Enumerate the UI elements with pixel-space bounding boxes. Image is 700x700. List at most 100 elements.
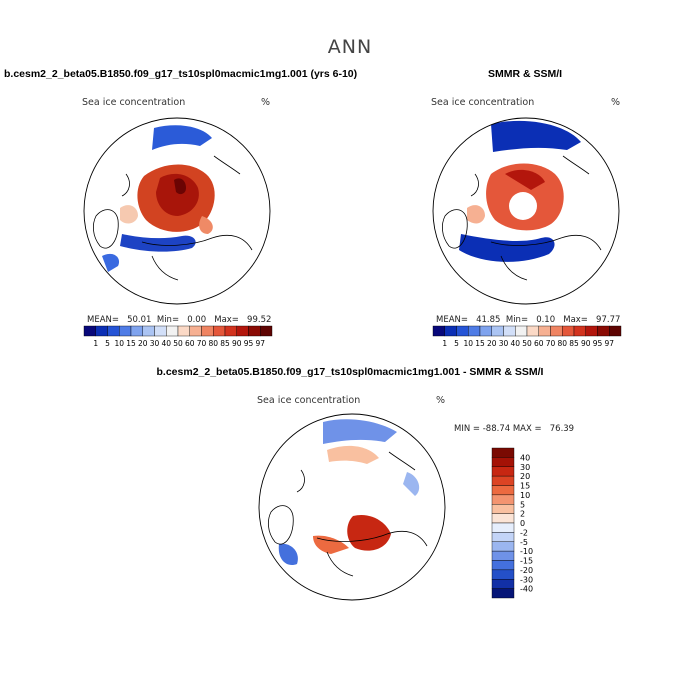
- panel-1-ice-region: [156, 173, 199, 216]
- panel-3-colorbar-swatch: [491, 588, 515, 599]
- panel-1-colorbar-swatch: [166, 325, 179, 337]
- panel-3-max-value: 76.39: [549, 424, 575, 434]
- panel-1-max-value: 99.52: [247, 315, 272, 325]
- panel-1-colorbar-tick-label: 1: [93, 339, 98, 348]
- panel-1-variable-label: Sea ice concentration: [82, 97, 186, 108]
- panel-1-colorbar-tick-label: 70: [197, 339, 207, 348]
- panel-1-colorbar-swatch: [201, 325, 214, 337]
- panel-2-ice-region: [491, 120, 581, 152]
- panel-1-max-label: Max=: [214, 315, 239, 325]
- panel-2-colorbar-tick-label: 30: [499, 339, 509, 348]
- panel-1-colorbar-tick-label: 80: [208, 339, 218, 348]
- panel-3-colorbar-tick-label: 20: [520, 472, 530, 481]
- panel-3-coastline: [316, 530, 428, 577]
- panel-1-colorbar-swatch: [189, 325, 202, 337]
- panel-1-colorbar-swatch: [107, 325, 120, 337]
- panel-3-colorbar-swatch: [491, 579, 515, 589]
- panel-3-colorbar-swatch: [491, 494, 515, 505]
- panel-3-colorbar-swatch: [491, 457, 515, 467]
- panel-2-colorbar-swatch: [562, 325, 575, 337]
- panel-1-min-value: 0.00: [187, 315, 207, 325]
- panel-3-min-label: MIN =: [454, 424, 481, 434]
- panel-2-colorbar-swatch: [550, 325, 563, 337]
- panel-1-coastline: [92, 209, 119, 249]
- panel-3-colorbar-swatch: [491, 504, 515, 514]
- panel-3-colorbar-swatch: [491, 532, 515, 542]
- panel-3-colorbar-swatch: [491, 522, 515, 533]
- panel-2-colorbar-tick-label: 15: [475, 339, 485, 348]
- panel-2-colorbar-tick-label: 70: [546, 339, 556, 348]
- panel-3-colorbar-swatch: [491, 541, 515, 552]
- panel-1-colorbar-swatch: [236, 325, 249, 337]
- panel-1-colorbar-swatch: [177, 325, 190, 337]
- panel-1-colorbar-tick-label: 30: [150, 339, 160, 348]
- panel-2-coastline: [490, 234, 602, 281]
- panel-3-max-label: MAX =: [512, 424, 542, 434]
- panel-2-colorbar-tick-label: 97: [604, 339, 614, 348]
- panel-3-variable-label: Sea ice concentration: [257, 395, 361, 406]
- panel-1-colorbar-tick-label: 5: [105, 339, 110, 348]
- panel-1-coastline: [141, 234, 253, 281]
- panel-1-colorbar-swatch: [260, 325, 273, 337]
- panel-1-colorbar-tick-label: 20: [138, 339, 148, 348]
- panel-1-colorbar-tick-label: 97: [255, 339, 265, 348]
- panel-1-colorbar-tick-label: 60: [185, 339, 195, 348]
- panel-2-ice-region: [459, 234, 555, 262]
- panel-2-mean-label: MEAN=: [436, 315, 468, 325]
- panel-2-colorbar-swatch: [456, 325, 469, 337]
- panel-2-colorbar-tick-label: 20: [487, 339, 497, 348]
- panel-3-colorbar-swatch: [491, 466, 515, 477]
- panel-2-colorbar-tick-label: 40: [510, 339, 520, 348]
- panel-1-coastline: [121, 155, 241, 197]
- panel-2-colorbar-tick-label: 50: [522, 339, 532, 348]
- panel-1-units-label: %: [261, 97, 271, 108]
- panel-2-max-value: 97.77: [596, 315, 621, 325]
- panel-3-colorbar-tick-label: -2: [520, 528, 528, 537]
- panel-3-pole-hole: [335, 488, 363, 516]
- panel-2-colorbar-swatch: [432, 325, 445, 337]
- panel-3-colorbar-tick-label: 5: [520, 500, 525, 509]
- panel-2-colorbar-tick-label: 60: [534, 339, 544, 348]
- panel-1-colorbar-tick-label: 15: [126, 339, 136, 348]
- panel-3-diff-region: [313, 535, 349, 554]
- panel-3-colorbar-swatch: [491, 513, 515, 524]
- panel-1-ice-region: [174, 178, 186, 195]
- panel-3-colorbar-tick-label: -30: [520, 575, 533, 584]
- panel-2-stats: MEAN= 41.85 Min= 0.10 Max= 97.77: [436, 315, 620, 325]
- panel-3-colorbar-tick-label: -10: [520, 547, 533, 556]
- panel-3-colorbar-swatch: [491, 550, 515, 561]
- panel-2-colorbar-swatch: [468, 325, 481, 337]
- panel-1-colorbar-swatch: [95, 325, 108, 337]
- panel-1-colorbar-swatch: [83, 325, 96, 337]
- panel-2-colorbar-swatch: [538, 325, 551, 337]
- panel-2-colorbar-tick-label: 1: [442, 339, 447, 348]
- panel-1-colorbar-tick-label: 90: [232, 339, 242, 348]
- panel-1-ice-region: [199, 216, 213, 234]
- panel-2-colorbar-swatch: [479, 325, 492, 337]
- panel-2-colorbar-tick-label: 5: [454, 339, 459, 348]
- main-title: ANN: [327, 36, 373, 58]
- panel-3-map: [258, 413, 446, 601]
- panel-1-colorbar-swatch: [142, 325, 155, 337]
- panel-2-colorbar-tick-label: 90: [581, 339, 591, 348]
- panel-3-colorbar-tick-label: -15: [520, 557, 533, 566]
- panel-3-diff-region: [278, 543, 298, 566]
- panel-1-colorbar: 1 5 10 15 20 30 40 50 60 70 80 85 90 95 97: [83, 325, 273, 348]
- panel-1-colorbar-swatch: [154, 325, 167, 337]
- panel-1-ice-region: [120, 234, 196, 252]
- panel-3-colorbar-tick-label: 0: [520, 519, 525, 528]
- panel-3-coastline: [296, 451, 416, 493]
- panel-2-colorbar-tick-label: 85: [569, 339, 579, 348]
- panel-2-max-label: Max=: [563, 315, 588, 325]
- panel-2-coastline: [441, 209, 468, 249]
- panel-2-colorbar-tick-label: 10: [463, 339, 473, 348]
- panel-2-colorbar-swatch: [597, 325, 610, 337]
- panel-3-units-label: %: [436, 395, 446, 406]
- panel-1-ice-region: [152, 125, 212, 150]
- panel-1-colorbar-tick-label: 40: [161, 339, 171, 348]
- panel-1-colorbar-swatch: [119, 325, 132, 337]
- panel-3-coastline: [267, 505, 294, 545]
- panel-3-colorbar-tick-label: 30: [520, 463, 530, 472]
- panel-2-colorbar: 1 5 10 15 20 30 40 50 60 70 80 85 90 95 97: [432, 325, 622, 348]
